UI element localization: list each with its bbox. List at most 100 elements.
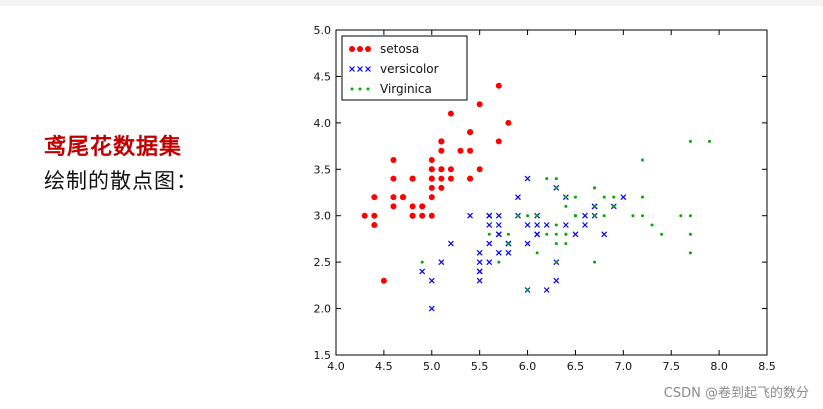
- point-virginica: [554, 232, 558, 236]
- point-virginica: [688, 139, 692, 143]
- point-virginica: [688, 232, 692, 236]
- point-setosa: [371, 212, 378, 219]
- point-setosa: [428, 175, 435, 182]
- point-versicolor: [524, 222, 531, 228]
- point-virginica: [660, 232, 664, 236]
- point-virginica: [535, 214, 539, 218]
- point-virginica: [516, 214, 520, 218]
- x-tick-label: 7.5: [662, 360, 680, 373]
- point-setosa: [409, 203, 416, 210]
- point-virginica: [612, 204, 616, 208]
- point-setosa: [447, 166, 454, 173]
- point-setosa: [409, 175, 416, 182]
- point-setosa: [390, 175, 397, 182]
- point-setosa: [390, 203, 397, 210]
- point-virginica: [593, 214, 597, 218]
- point-setosa: [428, 166, 435, 173]
- point-setosa: [428, 184, 435, 191]
- legend-label-versicolor: versicolor: [380, 62, 439, 76]
- point-versicolor: [428, 277, 435, 284]
- legend-marker-setosa: [357, 46, 363, 52]
- legend: setosa versicolor Virginica: [341, 35, 468, 101]
- point-virginica: [564, 232, 568, 236]
- point-versicolor: [428, 305, 435, 312]
- point-setosa: [400, 194, 407, 201]
- point-virginica: [650, 223, 654, 227]
- point-versicolor: [543, 287, 550, 293]
- point-virginica: [526, 214, 530, 218]
- point-versicolor: [620, 194, 627, 201]
- point-versicolor: [572, 231, 579, 238]
- point-versicolor: [495, 249, 502, 256]
- legend-marker-virginica: [358, 87, 362, 91]
- point-versicolor: [524, 175, 531, 182]
- point-setosa: [467, 129, 474, 136]
- point-versicolor: [467, 212, 474, 219]
- x-tick-label: 6.0: [519, 360, 537, 373]
- slide-heading: 鸢尾花数据集: [44, 135, 183, 160]
- y-axis: 1.5 2.0 2.5 3.0 3.5 4.0 4.5 5.0: [314, 24, 767, 362]
- point-versicolor: [438, 259, 445, 266]
- y-tick-label: 1.5: [314, 349, 332, 362]
- point-setosa: [447, 110, 454, 117]
- point-setosa: [438, 138, 445, 145]
- point-virginica: [506, 242, 510, 246]
- point-versicolor: [534, 231, 541, 238]
- point-versicolor: [476, 268, 483, 275]
- point-virginica: [564, 242, 568, 246]
- point-virginica: [497, 260, 501, 264]
- point-virginica: [545, 177, 549, 181]
- slide-subheading: 绘制的散点图：: [44, 169, 198, 193]
- point-virginica: [688, 214, 692, 218]
- point-virginica: [554, 260, 558, 264]
- point-versicolor: [495, 222, 502, 228]
- point-virginica: [593, 260, 597, 264]
- point-virginica: [573, 214, 577, 218]
- point-setosa: [438, 175, 445, 182]
- point-versicolor: [553, 277, 560, 284]
- point-virginica: [554, 223, 558, 227]
- point-virginica: [612, 195, 616, 199]
- point-setosa: [428, 157, 435, 163]
- point-versicolor: [476, 277, 483, 284]
- point-setosa: [371, 222, 378, 228]
- point-versicolor: [582, 212, 588, 219]
- point-virginica: [564, 204, 568, 208]
- x-tick-label: 6.5: [567, 360, 585, 373]
- csdn-watermark: CSDN @卷到起飞的数分: [663, 386, 809, 401]
- point-virginica: [679, 214, 683, 218]
- point-virginica: [420, 260, 424, 264]
- legend-label-virginica: Virginica: [380, 82, 432, 96]
- point-virginica: [593, 186, 597, 190]
- point-virginica: [487, 232, 491, 236]
- point-setosa: [467, 147, 474, 154]
- point-virginica: [602, 214, 606, 218]
- point-setosa: [380, 277, 387, 284]
- point-versicolor: [505, 249, 512, 256]
- point-virginica: [545, 232, 549, 236]
- point-versicolor: [524, 240, 531, 247]
- point-versicolor: [448, 240, 454, 247]
- point-virginica: [688, 251, 692, 255]
- point-setosa: [438, 147, 445, 154]
- point-setosa: [457, 147, 464, 154]
- legend-marker-versicolor: [349, 66, 355, 72]
- point-virginica: [564, 195, 568, 199]
- point-virginica: [535, 251, 539, 255]
- point-virginica: [708, 139, 712, 143]
- point-versicolor: [476, 259, 483, 266]
- legend-box: [341, 35, 468, 101]
- point-setosa: [428, 194, 435, 201]
- point-setosa: [390, 194, 397, 201]
- point-setosa: [476, 166, 483, 173]
- x-tick-label: 4.5: [375, 360, 393, 373]
- x-tick-label: 4.0: [327, 360, 345, 373]
- point-versicolor: [486, 212, 493, 219]
- point-virginica: [631, 214, 635, 218]
- legend-marker-setosa: [349, 46, 355, 52]
- point-virginica: [554, 177, 558, 181]
- point-versicolor: [476, 249, 483, 256]
- point-setosa: [467, 175, 474, 182]
- legend-label-setosa: setosa: [380, 42, 419, 56]
- point-setosa: [419, 212, 426, 219]
